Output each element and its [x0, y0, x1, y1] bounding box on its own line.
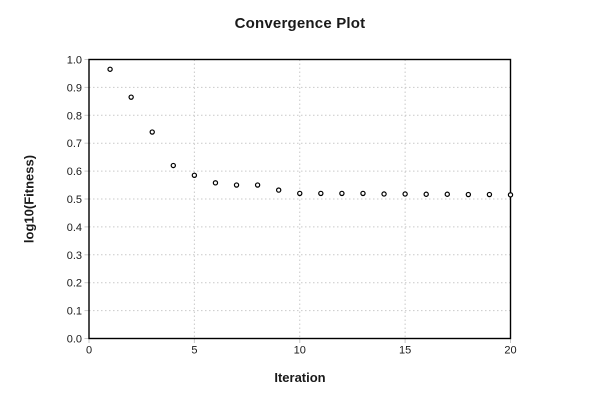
data-point — [402, 191, 408, 197]
data-point — [191, 172, 198, 178]
y-tick-label: 0.6 — [67, 166, 82, 178]
x-axis-label: Iteration — [274, 370, 326, 385]
axis-frame — [88, 58, 512, 340]
data-point — [254, 182, 261, 188]
data-point — [465, 191, 472, 198]
y-tick-label: 0.8 — [67, 110, 82, 122]
chart-title: Convergence Plot — [234, 15, 366, 32]
data-point — [507, 192, 514, 198]
x-tick-label: 5 — [191, 345, 197, 357]
data-point — [212, 180, 219, 186]
data-point — [275, 187, 282, 193]
y-tick-label: 0.1 — [67, 306, 82, 318]
data-point — [486, 191, 493, 198]
y-tick-label: 1.0 — [67, 55, 82, 67]
y-tick-label: 0.0 — [67, 334, 82, 346]
data-point — [381, 191, 387, 197]
data-point — [233, 182, 240, 188]
y-tick-label: 0.3 — [67, 250, 82, 262]
y-tick-label: 0.4 — [67, 222, 82, 234]
x-tick-label: 15 — [399, 345, 411, 357]
data-point — [339, 190, 345, 197]
y-tick-label: 0.5 — [67, 194, 82, 206]
data-point — [297, 190, 303, 197]
data-point — [318, 190, 324, 197]
x-tick-label: 0 — [86, 345, 92, 357]
data-point — [107, 66, 113, 72]
x-tick-label: 10 — [294, 345, 306, 357]
data-point — [149, 129, 155, 135]
y-tick-label: 0.7 — [67, 138, 82, 150]
x-tick-label: 20 — [504, 345, 516, 357]
data-point — [128, 94, 134, 100]
y-tick-label: 0.2 — [67, 278, 82, 290]
data-point — [170, 162, 176, 169]
data-point — [444, 191, 450, 197]
data-point — [423, 191, 429, 197]
y-tick-label: 0.9 — [67, 82, 82, 94]
data-point — [360, 190, 366, 197]
